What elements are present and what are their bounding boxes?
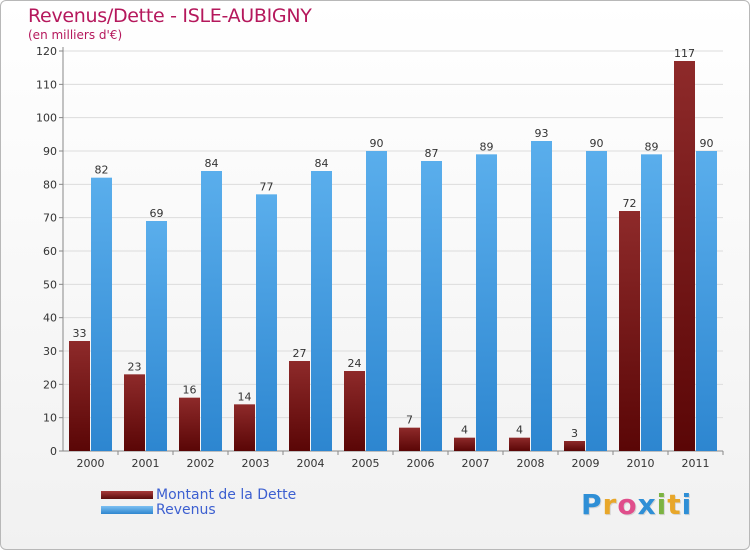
bar-revenus [311, 171, 332, 451]
x-tick-label: 2006 [407, 457, 435, 470]
bar-revenus [641, 154, 662, 452]
x-tick-label: 2011 [682, 457, 710, 470]
data-label-revenus: 77 [260, 180, 274, 193]
bar-revenus [476, 154, 497, 452]
y-tick-label: 80 [43, 178, 57, 191]
y-tick-label: 40 [43, 312, 57, 325]
x-tick-label: 2001 [132, 457, 160, 470]
x-tick-label: 2007 [462, 457, 490, 470]
x-tick-label: 2005 [352, 457, 380, 470]
data-label-dette: 3 [571, 427, 578, 440]
bar-dette [69, 341, 90, 451]
data-label-dette: 4 [516, 424, 523, 437]
data-label-revenus: 84 [315, 157, 329, 170]
y-tick-label: 60 [43, 245, 57, 258]
data-label-revenus: 93 [535, 127, 549, 140]
bar-revenus [366, 151, 387, 451]
logo-letter: P [581, 488, 603, 521]
bars [69, 61, 717, 452]
grid-lines [63, 50, 723, 452]
logo-letter: x [637, 488, 657, 521]
legend-swatch-revenus [101, 506, 153, 514]
data-label-dette: 7 [406, 414, 413, 427]
data-label-dette: 14 [238, 390, 252, 403]
logo-letter: r [602, 488, 618, 521]
bar-dette [509, 437, 530, 451]
data-label-dette: 4 [461, 424, 468, 437]
bar-dette [179, 397, 200, 451]
logo-letter: o [617, 488, 638, 521]
bar-dette [454, 437, 475, 451]
data-label-dette: 23 [128, 360, 142, 373]
y-tick-label: 30 [43, 345, 57, 358]
x-tick-label: 2010 [627, 457, 655, 470]
data-label-dette: 24 [348, 357, 362, 370]
proxiti-logo: Proxiti [581, 488, 692, 521]
data-label-dette: 27 [293, 347, 307, 360]
data-label-revenus: 82 [95, 164, 109, 177]
data-label-dette: 16 [183, 384, 197, 397]
bar-revenus [531, 141, 552, 451]
y-tick-label: 90 [43, 145, 57, 158]
legend-swatch-dette [101, 491, 153, 499]
bar-dette [399, 427, 420, 451]
legend-label-dette: Montant de la Dette [156, 487, 297, 503]
data-label-revenus: 84 [205, 157, 219, 170]
x-tick-label: 2000 [77, 457, 105, 470]
y-tick-label: 100 [36, 112, 57, 125]
chart-subtitle: (en milliers d'€) [28, 28, 123, 42]
logo-letter: i [656, 488, 668, 521]
y-tick-label: 20 [43, 378, 57, 391]
bar-dette [619, 211, 640, 451]
data-label-revenus: 69 [150, 207, 164, 220]
y-tick-label: 110 [36, 78, 57, 91]
data-label-revenus: 90 [590, 137, 604, 150]
data-labels: 33 82 23 69 16 84 14 77 27 84 24 90 7 87 4 89 4 93 3 90 72 89… [73, 47, 714, 440]
y-tick-label: 10 [43, 412, 57, 425]
x-tick-label: 2009 [572, 457, 600, 470]
x-tick-label: 2003 [242, 457, 270, 470]
data-label-revenus: 90 [370, 137, 384, 150]
bar-dette [564, 441, 585, 451]
bar-dette [674, 61, 695, 451]
data-label-dette: 72 [623, 197, 637, 210]
y-tick-label: 50 [43, 278, 57, 291]
bar-revenus [586, 151, 607, 451]
bar-dette [234, 404, 255, 451]
data-label-revenus: 89 [645, 140, 659, 153]
bar-revenus [146, 221, 167, 451]
chart-title: Revenus/Dette - ISLE-AUBIGNY [28, 5, 312, 27]
data-label-dette: 117 [674, 47, 695, 60]
y-tick-label: 0 [50, 445, 57, 458]
bar-revenus [696, 151, 717, 451]
bar-revenus [91, 177, 112, 451]
axes: 0 10 20 30 40 50 60 70 80 90 100 110 120 2000 2001 2002… [36, 45, 724, 470]
bar-dette [124, 374, 145, 451]
data-label-revenus: 87 [425, 147, 439, 160]
bar-dette [344, 371, 365, 451]
logo-letter: t [667, 488, 682, 521]
data-label-dette: 33 [73, 327, 87, 340]
x-tick-label: 2008 [517, 457, 545, 470]
y-tick-label: 70 [43, 212, 57, 225]
y-tick-label: 120 [36, 45, 57, 58]
bar-revenus [256, 194, 277, 452]
x-tick-label: 2002 [187, 457, 215, 470]
logo-letter: i [681, 488, 693, 521]
bar-revenus [201, 171, 222, 451]
data-label-revenus: 89 [480, 140, 494, 153]
data-label-revenus: 90 [700, 137, 714, 150]
x-tick-label: 2004 [297, 457, 325, 470]
bar-dette [289, 361, 310, 451]
legend-label-revenus: Revenus [156, 502, 216, 518]
bar-revenus [421, 161, 442, 451]
